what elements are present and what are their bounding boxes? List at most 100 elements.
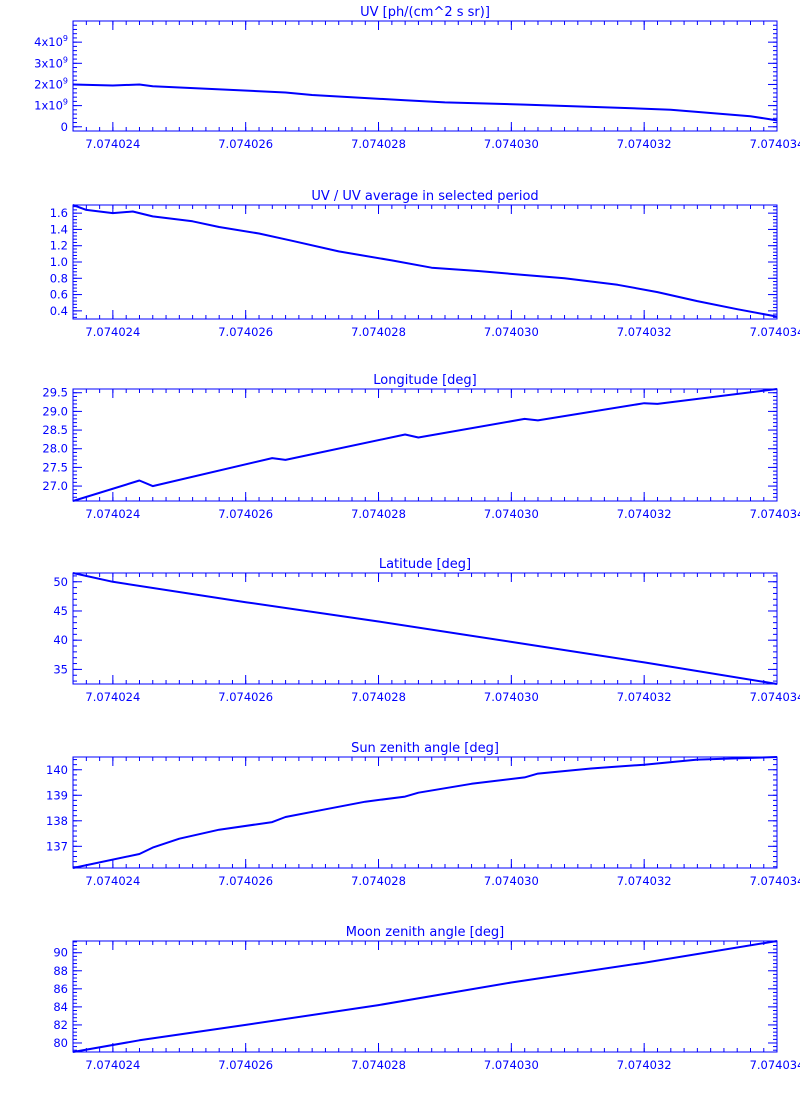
y-tick-label: 137 bbox=[46, 839, 68, 853]
x-tick-label: 7.074024 bbox=[85, 137, 140, 151]
series-line bbox=[72, 83, 778, 122]
y-tick-exponent: 9 bbox=[63, 98, 68, 107]
x-tick-label: 7.074026 bbox=[218, 325, 273, 339]
series-line bbox=[72, 572, 778, 685]
x-tick-label: 7.074026 bbox=[218, 874, 273, 888]
x-tick-label: 7.074032 bbox=[617, 1058, 672, 1072]
x-tick-label: 7.074028 bbox=[351, 325, 406, 339]
x-tick-label: 7.074026 bbox=[218, 1058, 273, 1072]
y-tick-label: 50 bbox=[53, 575, 68, 589]
x-tick-label: 7.074024 bbox=[85, 325, 140, 339]
y-tick-label: 28.5 bbox=[42, 423, 68, 437]
y-tick-exponent: 9 bbox=[63, 34, 68, 43]
y-tick-label: 0.8 bbox=[50, 271, 68, 285]
y-tick-exponent: 9 bbox=[63, 76, 68, 85]
x-tick-label: 7.074028 bbox=[351, 1058, 406, 1072]
panel-5: Sun zenith angle [deg] 7.074024 7.074026 7.… bbox=[46, 741, 800, 888]
x-tick-label: 7.074028 bbox=[351, 874, 406, 888]
y-tick-label: 88 bbox=[53, 964, 68, 978]
series-line bbox=[72, 940, 778, 1053]
x-tick-label: 7.074034 bbox=[750, 874, 800, 888]
series-line bbox=[72, 756, 778, 869]
x-tick-label: 7.074034 bbox=[750, 507, 800, 521]
y-tick-label: 82 bbox=[53, 1018, 68, 1032]
x-tick-label: 7.074024 bbox=[85, 690, 140, 704]
x-tick-label: 7.074024 bbox=[85, 1058, 140, 1072]
y-tick-label: 35 bbox=[53, 662, 68, 676]
panel-3: Longitude [deg] 7.074024 7.074026 7.074028 7… bbox=[42, 373, 800, 521]
x-tick-label: 7.074030 bbox=[484, 1058, 539, 1072]
chart-title: UV / UV average in selected period bbox=[311, 189, 538, 204]
y-tick-label: 27.0 bbox=[42, 479, 68, 493]
plot-frame bbox=[72, 20, 778, 132]
y-tick-label: 2x109 bbox=[34, 76, 68, 91]
y-tick-label: 1.4 bbox=[50, 222, 68, 236]
x-tick-label: 7.074024 bbox=[85, 507, 140, 521]
y-tick-label: 80 bbox=[53, 1036, 68, 1050]
y-tick-mantissa: 3x10 bbox=[34, 56, 63, 70]
x-tick-label: 7.074028 bbox=[351, 690, 406, 704]
chart-title: Sun zenith angle [deg] bbox=[351, 741, 499, 756]
x-tick-label: 7.074034 bbox=[750, 1058, 800, 1072]
x-tick-label: 7.074034 bbox=[750, 690, 800, 704]
chart-title: UV [ph/(cm^2 s sr)] bbox=[360, 5, 490, 20]
x-tick-label: 7.074026 bbox=[218, 137, 273, 151]
x-tick-label: 7.074028 bbox=[351, 137, 406, 151]
y-tick-label: 139 bbox=[46, 788, 68, 802]
x-tick-label: 7.074032 bbox=[617, 690, 672, 704]
y-tick-mantissa: 1x10 bbox=[34, 99, 63, 113]
y-tick-mantissa: 0 bbox=[61, 120, 68, 134]
chart-title: Latitude [deg] bbox=[379, 557, 471, 572]
y-tick-label: 84 bbox=[53, 1000, 68, 1014]
x-tick-label: 7.074032 bbox=[617, 874, 672, 888]
x-tick-label: 7.074032 bbox=[617, 507, 672, 521]
x-tick-label: 7.074028 bbox=[351, 507, 406, 521]
y-tick-label: 0.4 bbox=[50, 304, 68, 318]
y-tick-label: 29.5 bbox=[42, 386, 68, 400]
chart-title: Longitude [deg] bbox=[373, 373, 476, 388]
x-tick-label: 7.074030 bbox=[484, 507, 539, 521]
series-line bbox=[72, 388, 778, 502]
y-tick-label: 0 bbox=[61, 120, 68, 134]
y-tick-label: 140 bbox=[46, 763, 68, 777]
y-tick-label: 4x109 bbox=[34, 34, 68, 49]
x-tick-label: 7.074030 bbox=[484, 137, 539, 151]
x-tick-label: 7.074034 bbox=[750, 137, 800, 151]
y-tick-label: 29.0 bbox=[42, 404, 68, 418]
y-tick-label: 45 bbox=[53, 604, 68, 618]
y-tick-label: 3x109 bbox=[34, 55, 68, 70]
y-tick-label: 0.6 bbox=[50, 288, 68, 302]
y-tick-label: 40 bbox=[53, 633, 68, 647]
y-tick-label: 86 bbox=[53, 982, 68, 996]
y-tick-label: 1.2 bbox=[50, 239, 68, 253]
x-tick-label: 7.074032 bbox=[617, 325, 672, 339]
panel-6: Moon zenith angle [deg] 7.074024 7.074026 7… bbox=[53, 925, 800, 1072]
y-tick-label: 27.5 bbox=[42, 460, 68, 474]
panel-1: UV [ph/(cm^2 s sr)] 7.074024 7.074026 7.074… bbox=[34, 5, 800, 151]
x-tick-label: 7.074026 bbox=[218, 507, 273, 521]
plot-frame bbox=[72, 388, 778, 502]
panel-2: UV / UV average in selected period 7.0740… bbox=[50, 189, 800, 339]
series-line bbox=[72, 204, 778, 318]
plot-frame bbox=[72, 204, 778, 320]
x-tick-label: 7.074026 bbox=[218, 690, 273, 704]
panel-4: Latitude [deg] 7.074024 7.074026 7.074028 7.… bbox=[53, 557, 800, 704]
x-tick-label: 7.074030 bbox=[484, 874, 539, 888]
y-tick-label: 1x109 bbox=[34, 98, 68, 113]
x-tick-label: 7.074024 bbox=[85, 874, 140, 888]
x-tick-label: 7.074030 bbox=[484, 690, 539, 704]
y-tick-label: 90 bbox=[53, 946, 68, 960]
y-tick-label: 28.0 bbox=[42, 442, 68, 456]
y-tick-label: 1.6 bbox=[50, 206, 68, 220]
y-tick-mantissa: 2x10 bbox=[34, 77, 63, 91]
y-tick-label: 1.0 bbox=[50, 255, 68, 269]
plot-frame bbox=[72, 756, 778, 869]
y-tick-exponent: 9 bbox=[63, 55, 68, 64]
chart-title: Moon zenith angle [deg] bbox=[346, 925, 504, 940]
x-tick-label: 7.074032 bbox=[617, 137, 672, 151]
y-tick-label: 138 bbox=[46, 814, 68, 828]
y-tick-mantissa: 4x10 bbox=[34, 35, 63, 49]
x-tick-label: 7.074034 bbox=[750, 325, 800, 339]
